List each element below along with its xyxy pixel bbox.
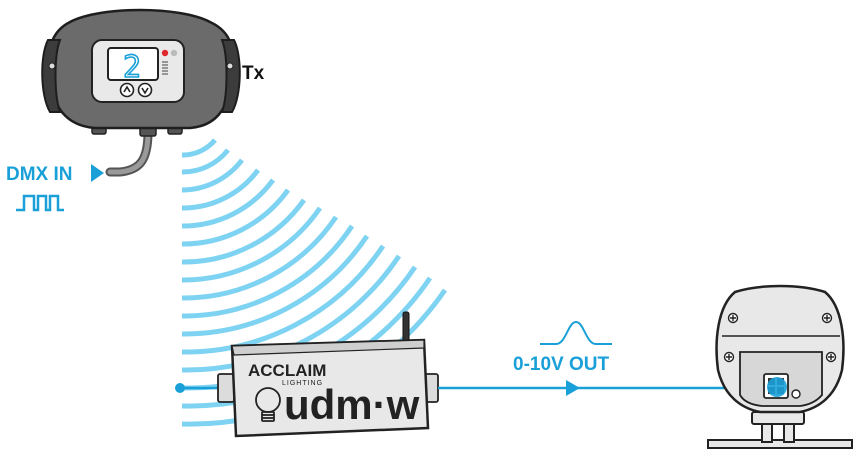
transmitter-display-screen — [107, 47, 159, 81]
output-label: 0-10V OUT — [513, 354, 609, 375]
connection-point-icon — [767, 377, 787, 397]
dmx-in-label: DMX IN — [6, 164, 73, 185]
light-bulb-icon — [255, 387, 281, 422]
brand-sub-label: LIGHTING — [282, 380, 323, 387]
light-fixture — [707, 284, 853, 449]
display-digit: 2 — [123, 50, 141, 85]
input-node-icon — [175, 383, 185, 393]
receiver-device: ACCLAIM LIGHTING udm·w — [175, 311, 439, 438]
up-button-icon — [119, 82, 135, 98]
status-led-red-icon — [161, 49, 169, 57]
status-led-grey-icon — [170, 49, 178, 57]
fixture-base — [707, 439, 853, 449]
product-label: udm·w — [284, 381, 420, 428]
square-wave-icon — [16, 194, 64, 212]
transmitter-device: 2 Tx — [41, 8, 265, 177]
brand-label: ACCLAIM — [248, 361, 326, 380]
tx-label: Tx — [242, 63, 265, 84]
signal-strength-icon — [162, 61, 168, 75]
output-arrow-icon — [566, 380, 580, 396]
dmx-in-arrow-icon — [91, 164, 104, 182]
dmx-input: DMX IN — [6, 164, 104, 212]
dmx-cable — [105, 127, 153, 177]
bell-curve-icon — [540, 320, 612, 345]
analog-output: 0-10V OUT — [438, 320, 778, 396]
down-button-icon — [137, 82, 153, 98]
